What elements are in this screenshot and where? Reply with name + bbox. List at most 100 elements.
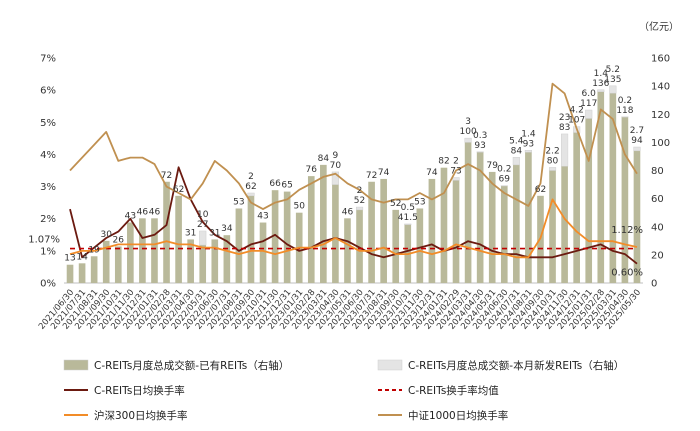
data-label-existing: 94: [631, 136, 643, 146]
data-label-new: 2.7: [630, 126, 644, 136]
data-label-existing: 53: [414, 197, 425, 207]
bar-existing-reits: [187, 239, 194, 283]
data-label-existing: 31: [185, 228, 196, 238]
data-label-new: 2: [453, 157, 459, 167]
bar-new-reits: [585, 109, 593, 119]
bar-existing-reits: [633, 150, 641, 283]
line-series-group: [69, 82, 638, 265]
bar-new-reits: [512, 157, 520, 166]
bar-existing-reits: [368, 181, 375, 283]
legend-swatch: [377, 359, 403, 371]
bar-new-reits: [609, 85, 617, 94]
bar-existing-reits: [500, 185, 508, 283]
data-label-new: 6.0: [582, 89, 597, 99]
left-axis-tick-label: 5%: [40, 118, 56, 129]
bar-existing-reits: [114, 246, 122, 283]
bar-existing-reits: [356, 209, 363, 283]
data-label-existing: 31: [209, 228, 220, 238]
data-label-new: 0.3: [473, 131, 487, 141]
line-series: [69, 166, 638, 265]
bar-existing-reits: [440, 167, 448, 283]
data-label-existing: 46: [342, 207, 354, 217]
left-axis-tick-label: 0%: [40, 279, 56, 290]
right-axis-tick-label: 20: [651, 250, 664, 261]
bar-new-reits: [464, 137, 472, 143]
data-label-existing: 41.5: [398, 213, 418, 223]
bar-existing-reits: [609, 93, 617, 283]
bar-existing-reits: [139, 218, 146, 283]
bar-new-reits: [597, 89, 605, 92]
data-label-existing: 83: [559, 123, 570, 133]
data-label-new: 4.2: [569, 106, 583, 116]
data-label-new: 0.2: [497, 165, 511, 175]
left-axis-tick-label: 7%: [40, 54, 56, 65]
bar-existing-reits: [271, 190, 279, 283]
data-label-existing: 46: [137, 207, 149, 217]
annotation-label: 1.12%: [611, 225, 643, 236]
data-label-existing: 43: [257, 212, 268, 222]
left-axis-tick-label: 1%: [40, 246, 56, 257]
axes-group: 0% 1% 2% 3% 4% 5% 6% 7% 0 20 40 60 80 100 120 140 160 （亿元…: [37, 20, 679, 332]
data-label-new: 3: [465, 117, 471, 127]
bar-new-reits: [452, 177, 460, 181]
bar-new-reits: [404, 223, 412, 225]
data-label-existing: 93: [523, 139, 534, 149]
bar-new-reits: [331, 171, 339, 185]
data-label-existing: 84: [318, 154, 330, 164]
bar-existing-reits: [344, 218, 351, 283]
bar-new-reits: [548, 167, 557, 171]
bar-existing-reits: [597, 91, 605, 283]
legend-swatch: [63, 359, 89, 371]
bar-existing-reits: [525, 152, 532, 283]
legend-entry-label: C-REITs换手率均值: [408, 384, 499, 397]
data-label-existing: 53: [233, 197, 244, 207]
data-label-new: 9: [333, 151, 339, 161]
data-label-existing: 30: [100, 230, 112, 240]
data-label-existing: 62: [245, 182, 256, 192]
line-series: [69, 82, 638, 211]
data-label-existing: 27: [197, 220, 208, 230]
bar-existing-reits: [163, 181, 170, 283]
bar-existing-reits: [127, 222, 134, 283]
data-label-existing: 62: [173, 185, 184, 195]
data-label-existing: 93: [474, 141, 485, 151]
data-label-existing: 72: [366, 171, 377, 181]
bar-existing-reits: [392, 209, 400, 283]
data-label-existing: 14: [76, 252, 88, 262]
data-label-new: 5.2: [606, 65, 620, 75]
data-label-new: 10: [197, 210, 209, 220]
data-label-new: 5.4: [509, 136, 524, 146]
bar-existing-reits: [66, 264, 74, 283]
bar-existing-reits: [320, 164, 327, 283]
bar-existing-reits: [223, 235, 231, 283]
data-label-existing: 74: [426, 168, 438, 178]
bar-existing-reits: [211, 239, 219, 283]
data-label-existing: 50: [293, 202, 305, 212]
annotation-label: 1.07%: [28, 235, 60, 246]
bar-new-reits: [247, 192, 255, 197]
right-axis-tick-label: 120: [651, 110, 670, 121]
bar-existing-reits: [175, 195, 182, 283]
data-label-existing: 52: [390, 199, 401, 209]
data-label-existing: 136: [592, 79, 609, 89]
legend: C-REITs月度总成交额-已有REITs（右轴） C-REITs月度总成交额-本…: [63, 359, 624, 422]
data-label-existing: 79: [486, 161, 498, 171]
data-label-existing: 66: [269, 179, 281, 189]
data-label-new: 2: [357, 186, 363, 196]
bar-existing-reits: [585, 118, 593, 283]
left-axis-tick-label: 6%: [40, 86, 56, 97]
data-label-existing: 74: [378, 168, 390, 178]
data-label-existing: 26: [113, 235, 125, 245]
right-axis-tick-label: 40: [651, 222, 664, 233]
left-axis-tick-label: 3%: [40, 182, 56, 193]
bar-existing-reits: [573, 132, 580, 283]
data-label-existing: 72: [161, 171, 172, 181]
data-label-existing: 70: [330, 161, 342, 171]
bar-new-reits: [561, 133, 569, 167]
bar-existing-reits: [428, 178, 436, 283]
data-label-new: 2: [248, 172, 254, 182]
right-axis-tick-label: 80: [651, 166, 664, 177]
data-label-existing: 13: [64, 254, 75, 264]
